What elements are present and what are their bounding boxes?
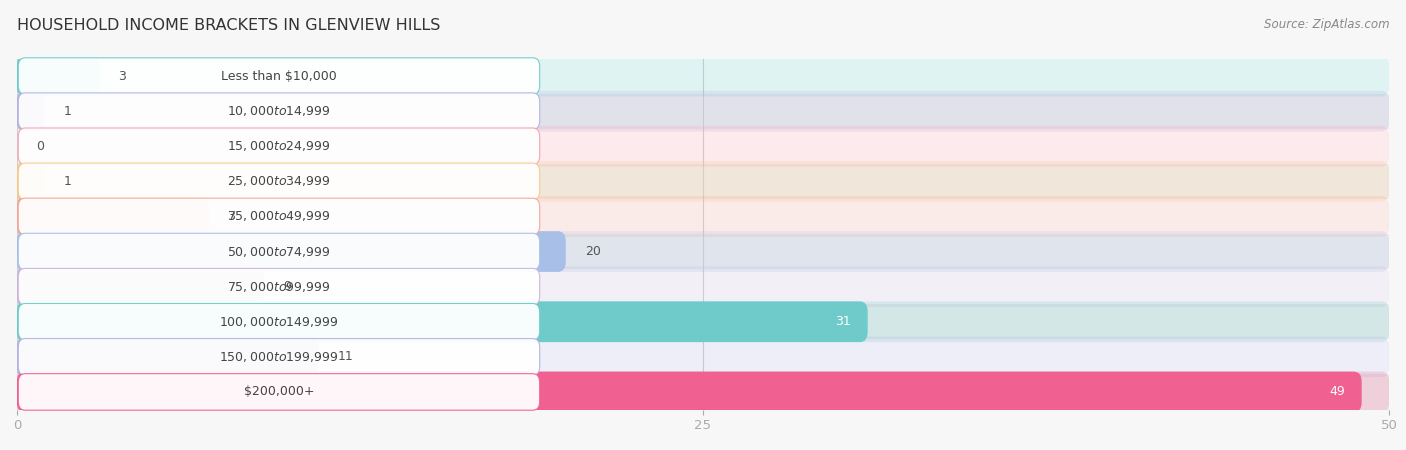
FancyBboxPatch shape — [18, 338, 540, 375]
FancyBboxPatch shape — [17, 161, 1389, 202]
FancyBboxPatch shape — [17, 302, 868, 342]
Text: 11: 11 — [337, 351, 354, 363]
FancyBboxPatch shape — [17, 56, 100, 96]
FancyBboxPatch shape — [17, 56, 1389, 96]
Bar — [17, 269, 1389, 304]
Text: 1: 1 — [63, 175, 72, 188]
FancyBboxPatch shape — [17, 231, 1389, 272]
FancyBboxPatch shape — [18, 128, 540, 165]
FancyBboxPatch shape — [17, 91, 1389, 131]
Text: Source: ZipAtlas.com: Source: ZipAtlas.com — [1264, 18, 1389, 31]
FancyBboxPatch shape — [17, 337, 319, 377]
FancyBboxPatch shape — [17, 266, 1389, 307]
FancyBboxPatch shape — [17, 372, 1389, 412]
Text: 7: 7 — [228, 210, 236, 223]
FancyBboxPatch shape — [18, 233, 540, 270]
Text: $25,000 to $34,999: $25,000 to $34,999 — [228, 174, 330, 189]
Text: $10,000 to $14,999: $10,000 to $14,999 — [228, 104, 330, 118]
FancyBboxPatch shape — [18, 303, 540, 340]
Text: $200,000+: $200,000+ — [243, 386, 314, 398]
Text: Less than $10,000: Less than $10,000 — [221, 70, 337, 82]
FancyBboxPatch shape — [17, 231, 565, 272]
Bar — [17, 339, 1389, 374]
Text: $15,000 to $24,999: $15,000 to $24,999 — [228, 139, 330, 153]
Text: 31: 31 — [835, 315, 851, 328]
FancyBboxPatch shape — [18, 198, 540, 235]
FancyBboxPatch shape — [18, 268, 540, 305]
FancyBboxPatch shape — [18, 163, 540, 200]
Text: 20: 20 — [585, 245, 600, 258]
Text: HOUSEHOLD INCOME BRACKETS IN GLENVIEW HILLS: HOUSEHOLD INCOME BRACKETS IN GLENVIEW HI… — [17, 18, 440, 33]
Text: 0: 0 — [37, 140, 44, 153]
FancyBboxPatch shape — [17, 337, 1389, 377]
FancyBboxPatch shape — [17, 196, 1389, 237]
FancyBboxPatch shape — [17, 126, 1389, 166]
FancyBboxPatch shape — [17, 196, 209, 237]
Bar — [17, 94, 1389, 129]
Bar — [17, 164, 1389, 199]
Bar — [17, 374, 1389, 410]
Text: 9: 9 — [283, 280, 291, 293]
Bar — [17, 58, 1389, 94]
FancyBboxPatch shape — [17, 91, 45, 131]
Bar — [17, 304, 1389, 339]
Bar — [17, 129, 1389, 164]
FancyBboxPatch shape — [17, 266, 264, 307]
Text: 3: 3 — [118, 70, 127, 82]
FancyBboxPatch shape — [17, 302, 1389, 342]
FancyBboxPatch shape — [17, 161, 45, 202]
FancyBboxPatch shape — [18, 374, 540, 410]
Bar — [17, 234, 1389, 269]
Text: 1: 1 — [63, 105, 72, 117]
Bar — [17, 199, 1389, 234]
Text: 49: 49 — [1330, 386, 1346, 398]
FancyBboxPatch shape — [18, 58, 540, 94]
Text: $75,000 to $99,999: $75,000 to $99,999 — [228, 279, 330, 294]
Text: $50,000 to $74,999: $50,000 to $74,999 — [228, 244, 330, 259]
Text: $150,000 to $199,999: $150,000 to $199,999 — [219, 350, 339, 364]
Text: $100,000 to $149,999: $100,000 to $149,999 — [219, 315, 339, 329]
FancyBboxPatch shape — [18, 93, 540, 130]
FancyBboxPatch shape — [17, 372, 1361, 412]
Text: $35,000 to $49,999: $35,000 to $49,999 — [228, 209, 330, 224]
